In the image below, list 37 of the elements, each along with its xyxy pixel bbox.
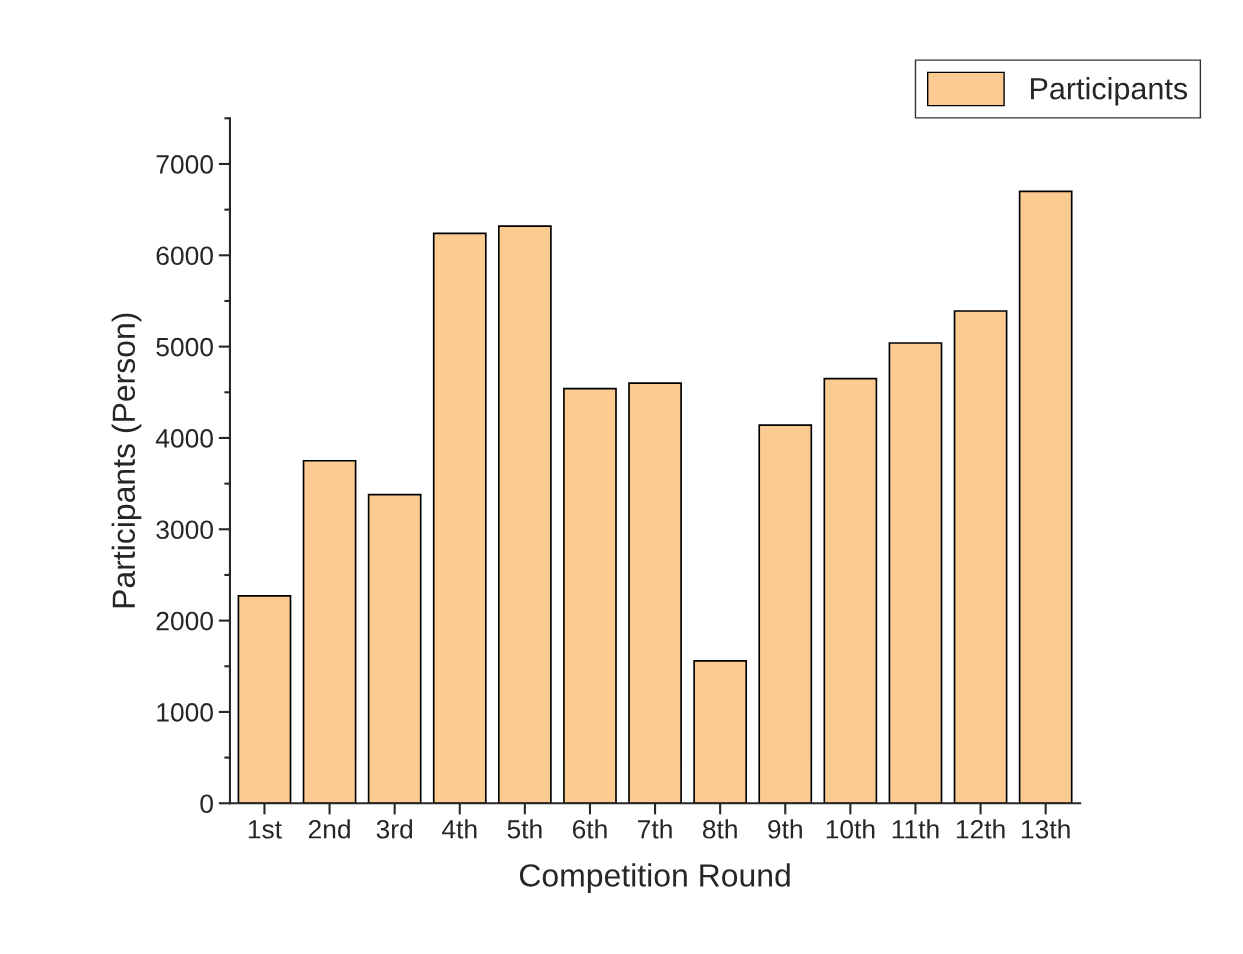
x-tick-label: 3rd <box>376 819 413 839</box>
bar <box>497 225 552 804</box>
x-tick-label: 13th <box>1022 819 1070 839</box>
bar <box>367 493 422 804</box>
bar <box>302 459 357 804</box>
bar <box>823 377 878 804</box>
bar <box>628 382 682 804</box>
y-tick-label: 4000 <box>155 429 213 448</box>
y-tick-label: 7000 <box>156 155 213 174</box>
y-tick-label: 5000 <box>156 337 213 357</box>
y-tick-label: 0 <box>200 794 213 814</box>
y-tick-label: 1000 <box>157 703 213 722</box>
x-tick-label: 12th <box>956 819 1005 839</box>
x-tick-label: 7th <box>638 819 672 839</box>
bar <box>432 232 487 804</box>
bar <box>563 387 617 804</box>
y-tick-label: 3000 <box>156 520 213 540</box>
y-axis-title: Participants (Person) <box>111 313 142 608</box>
x-tick-label: 4th <box>442 819 477 839</box>
bar <box>953 310 1008 804</box>
x-axis-title: Competition Round <box>519 863 790 894</box>
x-tick-label: 6th <box>572 819 607 839</box>
x-tick-label: 10th <box>826 819 875 839</box>
x-tick-label: 1st <box>248 820 282 839</box>
bar <box>1018 190 1073 804</box>
bar <box>693 659 748 804</box>
bar <box>888 342 943 804</box>
y-tick-label: 2000 <box>156 611 213 631</box>
bar <box>758 424 813 804</box>
x-tick-label: 2nd <box>308 819 350 839</box>
x-tick-label: 11th <box>892 819 939 839</box>
legend-label: Participants <box>1031 77 1188 106</box>
x-tick-label: 5th <box>507 819 542 839</box>
x-tick-label: 9th <box>768 819 802 839</box>
bar <box>237 595 292 804</box>
y-tick-label: 6000 <box>156 246 213 266</box>
x-tick-label: 8th <box>702 819 737 839</box>
